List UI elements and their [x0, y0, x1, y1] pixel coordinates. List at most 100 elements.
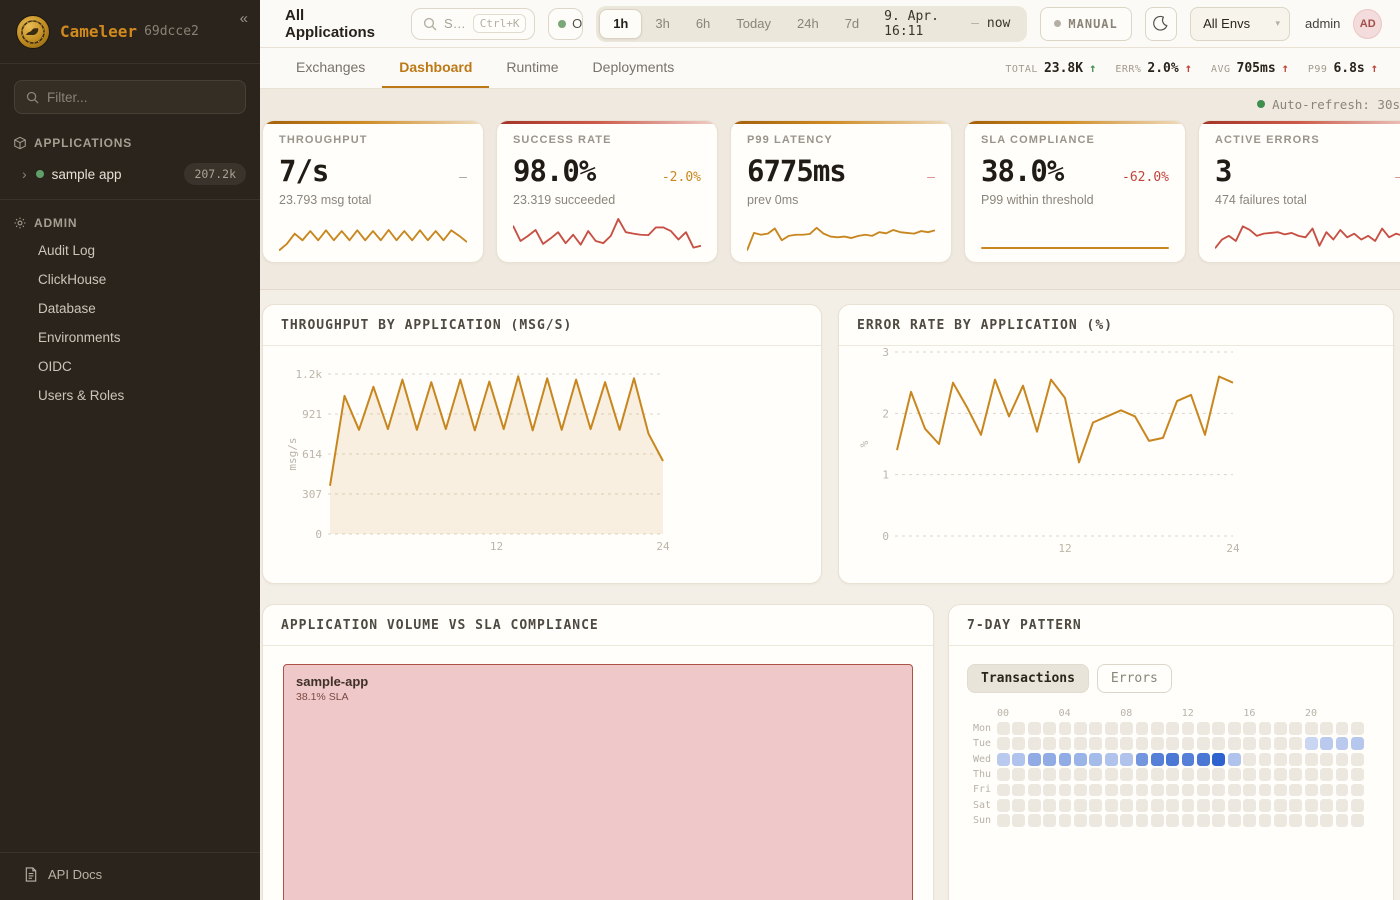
- topbar: All Applications S… Ctrl+K O 1h 3h 6h Today…: [260, 0, 1400, 48]
- heatmap-cell: [1058, 722, 1072, 735]
- sidebar-item-users-roles[interactable]: Users & Roles: [38, 388, 125, 403]
- heatmap-row-thu: Thu: [967, 768, 1375, 781]
- pattern-tab-errors[interactable]: Errors: [1096, 664, 1172, 693]
- stat-p99: P99 6.8s ↑: [1308, 61, 1378, 76]
- app-name: sample app: [51, 166, 122, 182]
- chevron-right-icon[interactable]: ›: [22, 166, 27, 182]
- throughput-chart-title: THROUGHPUT BY APPLICATION (MSG/S): [263, 305, 821, 346]
- manual-refresh-button[interactable]: MANUAL: [1040, 6, 1132, 41]
- sidebar-item-database[interactable]: Database: [38, 301, 96, 316]
- tab-runtime[interactable]: Runtime: [506, 59, 559, 75]
- heatmap-cell: [1104, 737, 1118, 751]
- svg-text:1.2k: 1.2k: [296, 368, 323, 381]
- heatmap-cell: [1335, 737, 1349, 751]
- manual-dot-icon: [1054, 20, 1062, 27]
- heatmap-hour-label: 20: [1304, 708, 1318, 719]
- sla-treemap-panel: APPLICATION VOLUME VS SLA COMPLIANCE sam…: [262, 604, 934, 900]
- range-button-today[interactable]: Today: [723, 9, 784, 39]
- sidebar-item-api-docs[interactable]: API Docs: [0, 852, 260, 900]
- heatmap-day-label: Fri: [972, 784, 991, 796]
- heatmap-cell: [1243, 814, 1257, 828]
- stat-label: ERR%: [1115, 63, 1142, 75]
- heatmap-cell: [1150, 814, 1164, 828]
- heatmap-cell: [1012, 798, 1026, 812]
- dark-mode-toggle[interactable]: [1144, 6, 1178, 41]
- heatmap-cell: [1150, 783, 1164, 797]
- heatmap-cell: [1258, 722, 1272, 735]
- kpi-card-throughput: THROUGHPUT 7/s – 23.793 msg total: [262, 120, 484, 263]
- search-placeholder: S…: [444, 16, 466, 31]
- kpi-sparkline: [747, 226, 935, 251]
- date-separator: –: [971, 16, 979, 31]
- heatmap-cell: [1243, 783, 1257, 797]
- sidebar-collapse-button[interactable]: «: [239, 10, 248, 27]
- kpi-title: P99 LATENCY: [747, 134, 833, 146]
- treemap-item-sample-app[interactable]: sample-app 38.1% SLA: [283, 664, 913, 900]
- range-button-24h[interactable]: 24h: [784, 9, 832, 39]
- range-button-1h[interactable]: 1h: [599, 8, 643, 39]
- heatmap-cell: [1258, 768, 1272, 781]
- connection-status-pill[interactable]: O: [548, 7, 584, 40]
- heatmap-cell: [1043, 752, 1056, 766]
- avatar[interactable]: AD: [1353, 8, 1382, 39]
- heatmap-cell: [1227, 752, 1241, 766]
- user-name: admin: [1305, 16, 1341, 31]
- heatmap-cell: [1274, 752, 1287, 766]
- heatmap-cell: [1058, 768, 1072, 781]
- heatmap-cell: [1227, 722, 1241, 735]
- heatmap-cell: [1120, 737, 1133, 751]
- range-button-3h[interactable]: 3h: [642, 9, 682, 39]
- environment-select[interactable]: All Envs ▾: [1190, 6, 1290, 41]
- kpi-accent-bar: [497, 121, 717, 124]
- heatmap-cell: [1197, 722, 1210, 735]
- heatmap-cell: [1258, 783, 1272, 797]
- heatmap-cell: [1043, 737, 1056, 751]
- heatmap-row-tue: Tue: [967, 737, 1375, 751]
- heatmap-cell: [997, 722, 1010, 735]
- sidebar-item-audit-log[interactable]: Audit Log: [38, 243, 96, 258]
- range-button-6h[interactable]: 6h: [683, 9, 723, 39]
- trend-arrow-icon: ↑: [1089, 60, 1097, 75]
- heatmap-cell: [1212, 737, 1226, 751]
- heatmap-cell: [997, 798, 1010, 812]
- heatmap-cell: [1135, 798, 1149, 812]
- auto-refresh-status: Auto-refresh: 30s: [262, 93, 1400, 115]
- heatmap-day-label: Sun: [972, 815, 991, 827]
- heatmap-cell: [1166, 783, 1180, 797]
- range-button-7d[interactable]: 7d: [832, 9, 872, 39]
- kpi-title: THROUGHPUT: [279, 134, 368, 146]
- heatmap-cell: [1058, 752, 1072, 766]
- sidebar-item-environments[interactable]: Environments: [38, 330, 121, 345]
- kpi-delta: -62.0%: [1122, 170, 1169, 185]
- search-input[interactable]: S… Ctrl+K: [411, 7, 536, 40]
- tab-exchanges[interactable]: Exchanges: [296, 59, 366, 75]
- date-range-display[interactable]: 9. Apr. 16:11 – now: [872, 9, 1024, 39]
- heatmap-cell: [1243, 768, 1257, 781]
- kpi-card-sla-compliance: SLA COMPLIANCE 38.0% -62.0% P99 within thre…: [964, 120, 1186, 263]
- sidebar-item-clickhouse[interactable]: ClickHouse: [38, 272, 107, 287]
- kpi-section: Auto-refresh: 30s THROUGHPUT 7/s – 23.793 m…: [260, 89, 1400, 290]
- heatmap-cell: [1135, 783, 1149, 797]
- heatmap-cell: [1197, 798, 1210, 812]
- svg-text:0: 0: [315, 528, 322, 541]
- heatmap-cell: [1012, 752, 1026, 766]
- sidebar-filter-input[interactable]: Filter...: [14, 80, 246, 114]
- heatmap-cell: [1058, 798, 1072, 812]
- heatmap-cell: [1289, 752, 1303, 766]
- kpi-title: SLA COMPLIANCE: [981, 134, 1095, 146]
- heatmap-cell: [1212, 814, 1226, 828]
- camel-emblem-icon: [21, 19, 45, 44]
- heatmap-cell: [997, 737, 1010, 751]
- heatmap-cell: [1089, 798, 1103, 812]
- heatmap-row-sat: Sat: [967, 798, 1375, 812]
- sidebar-item-sample-app[interactable]: › sample app 207.2k: [0, 156, 260, 197]
- pattern-tab-transactions[interactable]: Transactions: [967, 664, 1089, 693]
- sidebar-item-oidc[interactable]: OIDC: [38, 359, 72, 374]
- tab-dashboard[interactable]: Dashboard: [382, 48, 490, 88]
- tab-deployments[interactable]: Deployments: [592, 59, 675, 75]
- heatmap-cell: [1227, 798, 1241, 812]
- heatmap-cell: [1243, 798, 1257, 812]
- kpi-value-row: 98.0% -2.0%: [513, 154, 701, 188]
